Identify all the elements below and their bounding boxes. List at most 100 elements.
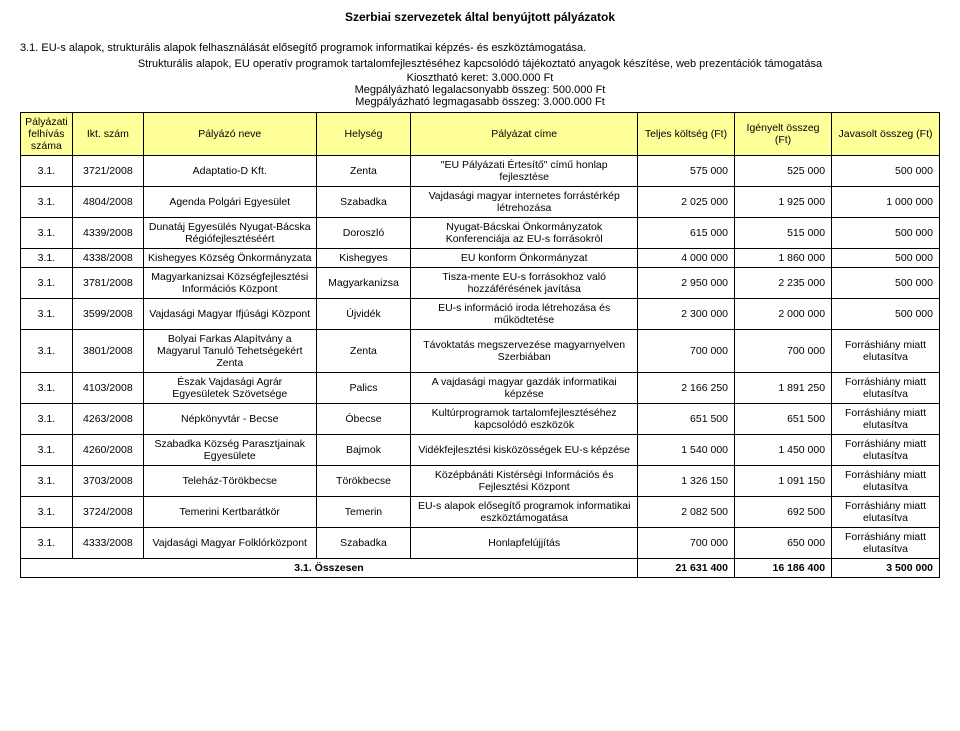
- cell: 3724/2008: [72, 497, 143, 528]
- cell: Magyarkanizsa: [316, 268, 411, 299]
- col-header-helyseg: Helység: [316, 113, 411, 156]
- cell: 4804/2008: [72, 187, 143, 218]
- cell: Tisza-mente EU-s forrásokhoz való hozzáf…: [411, 268, 638, 299]
- cell: Kishegyes: [316, 249, 411, 268]
- cell: Középbánáti Kistérségi Információs és Fe…: [411, 466, 638, 497]
- cell: 3721/2008: [72, 156, 143, 187]
- sum-cell: 16 186 400: [735, 559, 832, 578]
- cell: 3.1.: [21, 249, 73, 268]
- table-row: 3.1.3801/2008Bolyai Farkas Alapítvány a …: [21, 330, 940, 373]
- cell: Forráshiány miatt elutasítva: [832, 497, 940, 528]
- table-row: 3.1.3721/2008Adaptatio-D Kft.Zenta"EU Pá…: [21, 156, 940, 187]
- cell: 692 500: [735, 497, 832, 528]
- cell: EU konform Önkormányzat: [411, 249, 638, 268]
- cell: 2 300 000: [637, 299, 734, 330]
- sum-cell: 21 631 400: [637, 559, 734, 578]
- meta-max: Megpályázható legmagasabb összeg: 3.000.…: [20, 96, 940, 108]
- cell: Népkönyvtár - Becse: [143, 404, 316, 435]
- cell: Vajdasági Magyar Ifjúsági Központ: [143, 299, 316, 330]
- col-header-ikt: Ikt. szám: [72, 113, 143, 156]
- cell: 515 000: [735, 218, 832, 249]
- cell: 1 925 000: [735, 187, 832, 218]
- cell: 3.1.: [21, 528, 73, 559]
- sum-cell: 3 500 000: [832, 559, 940, 578]
- cell: 4 000 000: [637, 249, 734, 268]
- cell: 2 235 000: [735, 268, 832, 299]
- cell: Adaptatio-D Kft.: [143, 156, 316, 187]
- cell: 4339/2008: [72, 218, 143, 249]
- cell: 1 326 150: [637, 466, 734, 497]
- meta-min: Megpályázható legalacsonyabb összeg: 500…: [20, 84, 940, 96]
- cell: Forráshiány miatt elutasítva: [832, 373, 940, 404]
- cell: 4103/2008: [72, 373, 143, 404]
- cell: 3781/2008: [72, 268, 143, 299]
- cell: Szabadka Község Parasztjainak Egyesülete: [143, 435, 316, 466]
- table-row: 3.1.3703/2008Teleház-TörökbecseTörökbecs…: [21, 466, 940, 497]
- cell: Palics: [316, 373, 411, 404]
- cell: 650 000: [735, 528, 832, 559]
- table-row: 3.1.3724/2008Temerini KertbarátkörTemeri…: [21, 497, 940, 528]
- cell: EU-s információ iroda létrehozása és műk…: [411, 299, 638, 330]
- cell: Honlapfelújjítás: [411, 528, 638, 559]
- cell: "EU Pályázati Értesítő" című honlap fejl…: [411, 156, 638, 187]
- col-header-igenyelt: Igényelt összeg (Ft): [735, 113, 832, 156]
- table-row: 3.1.3781/2008Magyarkanizsai Községfejles…: [21, 268, 940, 299]
- cell: Törökbecse: [316, 466, 411, 497]
- cell: 3.1.: [21, 187, 73, 218]
- col-header-felhivas: Pályázati felhívás száma: [21, 113, 73, 156]
- table-row: 3.1.4338/2008Kishegyes Község Önkormányz…: [21, 249, 940, 268]
- cell: Távoktatás megszervezése magyarnyelven S…: [411, 330, 638, 373]
- cell: Vidékfejlesztési kisközösségek EU-s képz…: [411, 435, 638, 466]
- cell: 1 450 000: [735, 435, 832, 466]
- cell: 500 000: [832, 299, 940, 330]
- cell: Bajmok: [316, 435, 411, 466]
- page-title: Szerbiai szervezetek által benyújtott pá…: [20, 10, 940, 24]
- cell: A vajdasági magyar gazdák informatikai k…: [411, 373, 638, 404]
- cell: 4338/2008: [72, 249, 143, 268]
- cell: 3599/2008: [72, 299, 143, 330]
- cell: 1 000 000: [832, 187, 940, 218]
- cell: Agenda Polgári Egyesület: [143, 187, 316, 218]
- col-header-javasolt: Javasolt összeg (Ft): [832, 113, 940, 156]
- cell: 575 000: [637, 156, 734, 187]
- cell: 2 082 500: [637, 497, 734, 528]
- cell: EU-s alapok elősegítő programok informat…: [411, 497, 638, 528]
- cell: Forráshiány miatt elutasítva: [832, 528, 940, 559]
- cell: Forráshiány miatt elutasítva: [832, 404, 940, 435]
- cell: 3.1.: [21, 404, 73, 435]
- cell: 3703/2008: [72, 466, 143, 497]
- col-header-teljes: Teljes költség (Ft): [637, 113, 734, 156]
- cell: Forráshiány miatt elutasítva: [832, 466, 940, 497]
- cell: 3.1.: [21, 373, 73, 404]
- cell: Forráshiány miatt elutasítva: [832, 435, 940, 466]
- col-header-palyazo: Pályázó neve: [143, 113, 316, 156]
- cell: 1 860 000: [735, 249, 832, 268]
- cell: 3.1.: [21, 156, 73, 187]
- cell: Zenta: [316, 156, 411, 187]
- cell: 1 540 000: [637, 435, 734, 466]
- cell: 1 891 250: [735, 373, 832, 404]
- cell: 2 166 250: [637, 373, 734, 404]
- table-header-row: Pályázati felhívás száma Ikt. szám Pályá…: [21, 113, 940, 156]
- cell: 500 000: [832, 249, 940, 268]
- table-row: 3.1.4263/2008Népkönyvtár - BecseÓbecseKu…: [21, 404, 940, 435]
- cell: Temerin: [316, 497, 411, 528]
- cell: 3.1.: [21, 218, 73, 249]
- table-row: 3.1.4260/2008Szabadka Község Parasztjain…: [21, 435, 940, 466]
- cell: 651 500: [637, 404, 734, 435]
- cell: 700 000: [637, 330, 734, 373]
- cell: Újvidék: [316, 299, 411, 330]
- col-header-cime: Pályázat címe: [411, 113, 638, 156]
- table-row: 3.1.4333/2008Vajdasági Magyar Folklórköz…: [21, 528, 940, 559]
- table-row: 3.1.4103/2008Észak Vajdasági Agrár Egyes…: [21, 373, 940, 404]
- cell: 4333/2008: [72, 528, 143, 559]
- cell: Magyarkanizsai Községfejlesztési Informá…: [143, 268, 316, 299]
- cell: Észak Vajdasági Agrár Egyesületek Szövet…: [143, 373, 316, 404]
- cell: Vajdasági magyar internetes forrástérkép…: [411, 187, 638, 218]
- cell: 700 000: [735, 330, 832, 373]
- cell: Szabadka: [316, 187, 411, 218]
- cell: 500 000: [832, 156, 940, 187]
- cell: 2 000 000: [735, 299, 832, 330]
- sum-row: 3.1. Összesen21 631 40016 186 4003 500 0…: [21, 559, 940, 578]
- cell: 3.1.: [21, 268, 73, 299]
